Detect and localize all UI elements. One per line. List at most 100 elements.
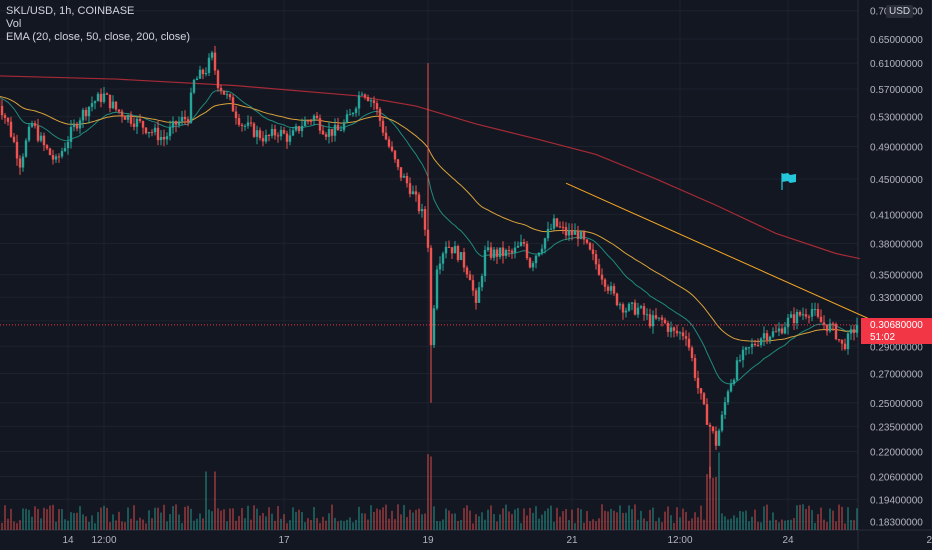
volume-bar — [169, 514, 171, 530]
volume-bar — [190, 508, 192, 530]
volume-bar — [343, 521, 345, 530]
volume-bar — [631, 509, 633, 530]
candle-body — [783, 327, 787, 334]
trendline — [565, 182, 897, 332]
volume-bar — [367, 519, 369, 530]
candle-body — [39, 135, 43, 141]
candle-body — [123, 116, 127, 120]
volume-bar — [808, 505, 810, 530]
candle-body — [639, 306, 643, 308]
candle-body — [567, 230, 571, 236]
volume-bar — [82, 514, 84, 530]
candle-body — [582, 231, 586, 240]
candle-body — [765, 333, 769, 340]
candle-body — [657, 317, 661, 319]
volume-bar — [76, 512, 78, 530]
volume-bar — [220, 510, 222, 530]
volume-bar — [535, 506, 537, 530]
volume-bar — [748, 521, 750, 530]
candle-body — [255, 130, 259, 137]
volume-bar — [106, 507, 108, 530]
candle-body — [216, 70, 220, 88]
candle-body — [30, 123, 34, 127]
volume-bar — [223, 509, 225, 530]
candle-body — [342, 122, 346, 131]
candle-body — [459, 252, 463, 260]
candle-body — [147, 132, 151, 134]
legend-symbol[interactable]: SKL/USD, 1h, COINBASE — [6, 5, 135, 17]
volume-bar — [304, 522, 306, 530]
candle-body — [507, 250, 511, 252]
volume-bar — [640, 510, 642, 530]
volume-bar — [85, 516, 87, 530]
candle-body — [297, 126, 301, 132]
volume-bar — [478, 516, 480, 530]
volume-bar — [172, 506, 174, 530]
candle-body — [810, 309, 814, 317]
candle-body — [204, 73, 208, 75]
candle-body — [36, 125, 40, 141]
candle-body — [756, 345, 760, 347]
volume-bar — [706, 474, 708, 530]
volume-bar — [394, 519, 396, 530]
candle-body — [585, 239, 589, 243]
volume-bar — [514, 509, 516, 530]
legend-ema[interactable]: EMA (20, close, 50, close, 200, close) — [6, 31, 191, 43]
volume-bar — [616, 512, 618, 530]
volume-bar — [355, 519, 357, 530]
candle-body — [405, 175, 409, 184]
candle-body — [111, 101, 115, 109]
volume-bar — [301, 512, 303, 530]
candle-body — [174, 121, 178, 125]
candle-body — [732, 379, 736, 384]
candle-body — [27, 126, 31, 141]
candle-body — [450, 247, 454, 254]
volume-bar — [634, 504, 636, 530]
bar-countdown: 51:02 — [870, 332, 896, 343]
volume-bar — [334, 517, 336, 530]
volume-bar — [709, 466, 711, 530]
candle-body — [12, 136, 16, 142]
volume-bar — [340, 520, 342, 530]
candle-body — [624, 310, 628, 313]
volume-bar — [436, 520, 438, 530]
candle-body — [3, 115, 7, 118]
volume-bar — [37, 508, 39, 530]
candle-body — [318, 118, 322, 131]
volume-bar — [346, 519, 348, 530]
volume-bar — [313, 507, 315, 530]
volume-bar — [505, 504, 507, 530]
volume-bar — [499, 514, 501, 530]
volume-bar — [322, 516, 324, 530]
candle-body — [81, 109, 85, 121]
y-tick-label: 0.20600000 — [870, 473, 923, 484]
volume-bar — [421, 514, 423, 530]
legend-volume[interactable]: Vol — [6, 18, 22, 30]
candle-body — [834, 324, 838, 340]
y-tick-label: 0.49000000 — [870, 143, 923, 154]
candle-body — [516, 245, 520, 248]
x-tick-label: 26 — [926, 535, 932, 546]
candle-body — [588, 242, 592, 250]
volume-bar — [667, 506, 669, 530]
volume-bar — [412, 512, 414, 530]
candle-body — [162, 136, 166, 140]
candle-body — [60, 151, 64, 157]
candle-body — [294, 126, 298, 131]
candle-body — [495, 249, 499, 257]
volume-bar — [817, 514, 819, 530]
candle-body — [93, 101, 97, 104]
currency-badge[interactable]: USD — [886, 5, 914, 18]
flag-marker-icon[interactable] — [780, 172, 800, 192]
candle-body — [129, 115, 133, 124]
volume-bar — [742, 511, 744, 530]
candle-body — [606, 286, 610, 291]
volume-bar — [790, 519, 792, 530]
volume-bar — [751, 516, 753, 530]
volume-bar — [133, 505, 135, 530]
candle-body — [141, 121, 145, 128]
candle-body — [156, 127, 160, 141]
candle-body — [444, 246, 448, 254]
volume-bar — [559, 516, 561, 530]
